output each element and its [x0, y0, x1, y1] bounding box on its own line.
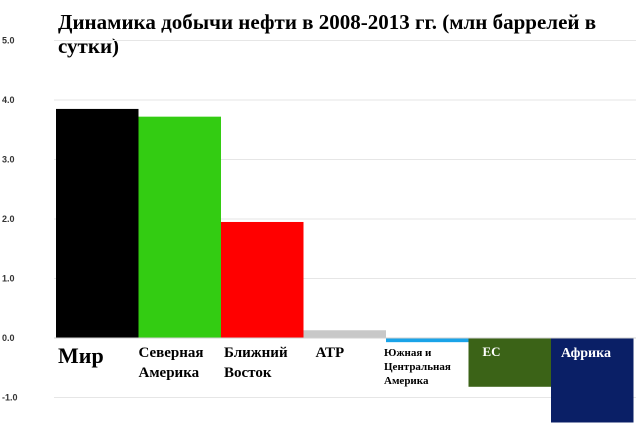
category-label: ЕС	[483, 344, 501, 359]
y-tick-label: 4.0	[2, 95, 15, 105]
category-label-line: Северная	[139, 345, 204, 361]
category-label-line: Африка	[561, 346, 611, 361]
category-label: Ближний Восток	[224, 345, 288, 381]
category-label-line: Америка	[139, 365, 200, 381]
bar	[221, 221, 304, 338]
category-label-line: АТР	[316, 345, 345, 361]
category-label-line: Центральная	[384, 361, 451, 373]
chart-title: Динамика добычи нефти в 2008-2013 гг. (м…	[58, 10, 597, 58]
bar	[56, 108, 139, 338]
category-label-line: Америка	[384, 375, 429, 387]
category-label: Северная Америка	[139, 345, 204, 381]
bar	[386, 338, 469, 343]
category-label: Африка	[561, 346, 611, 361]
y-tick-label: -1.0	[2, 393, 18, 403]
category-label-line: ЕС	[483, 344, 501, 359]
y-tick-label: 1.0	[2, 274, 15, 284]
category-label-line: Мир	[58, 343, 104, 368]
bar	[468, 338, 551, 387]
category-label-line: Южная и	[384, 347, 432, 359]
bar	[303, 330, 386, 338]
category-label-line: Ближний	[224, 345, 288, 361]
bar	[138, 116, 221, 338]
y-tick-label: 3.0	[2, 155, 15, 165]
bar	[551, 338, 634, 423]
category-label: Мир	[58, 343, 104, 368]
category-label: АТР	[316, 345, 345, 361]
y-tick-label: 5.0	[2, 36, 15, 46]
y-tick-label: 0.0	[2, 333, 15, 343]
y-tick-label: 2.0	[2, 214, 15, 224]
category-label-line: Восток	[224, 365, 272, 381]
category-label: Южная и Центральная Америка	[384, 347, 451, 387]
